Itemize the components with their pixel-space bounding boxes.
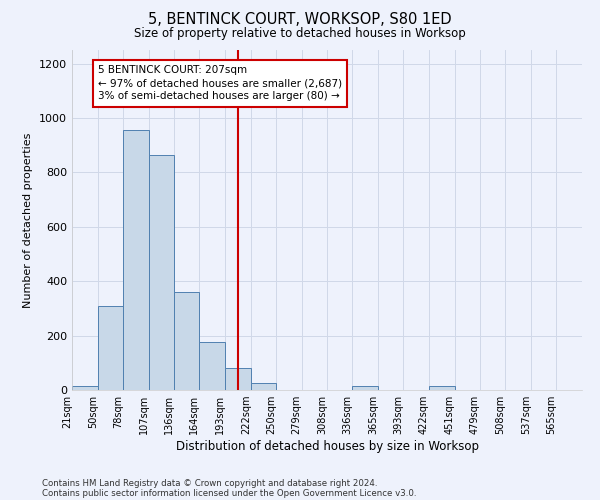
- Text: Contains HM Land Registry data © Crown copyright and database right 2024.: Contains HM Land Registry data © Crown c…: [42, 478, 377, 488]
- Bar: [225, 368, 251, 390]
- Bar: [251, 383, 276, 390]
- Bar: [149, 154, 175, 390]
- Text: Contains public sector information licensed under the Open Government Licence v3: Contains public sector information licen…: [42, 488, 416, 498]
- Text: 5 BENTINCK COURT: 207sqm
← 97% of detached houses are smaller (2,687)
3% of semi: 5 BENTINCK COURT: 207sqm ← 97% of detach…: [98, 65, 342, 102]
- Y-axis label: Number of detached properties: Number of detached properties: [23, 132, 34, 308]
- Text: 5, BENTINCK COURT, WORKSOP, S80 1ED: 5, BENTINCK COURT, WORKSOP, S80 1ED: [148, 12, 452, 28]
- Bar: [98, 306, 123, 390]
- Bar: [352, 386, 378, 390]
- Bar: [175, 292, 199, 390]
- Bar: [123, 130, 149, 390]
- X-axis label: Distribution of detached houses by size in Worksop: Distribution of detached houses by size …: [176, 440, 479, 453]
- Bar: [199, 342, 225, 390]
- Text: Size of property relative to detached houses in Worksop: Size of property relative to detached ho…: [134, 28, 466, 40]
- Bar: [72, 386, 98, 390]
- Bar: [429, 386, 455, 390]
